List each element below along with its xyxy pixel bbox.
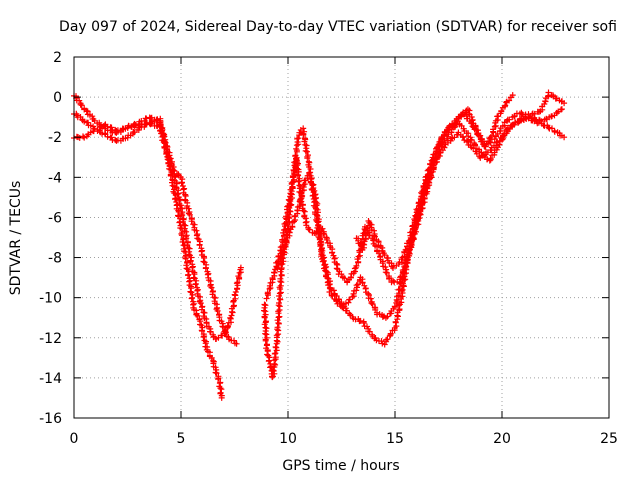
x-tick-label: 15 [386,431,404,447]
x-tick-label: 10 [279,431,297,447]
y-tick-label: 0 [53,90,62,106]
y-tick-label: 2 [53,50,62,66]
y-tick-label: -16 [39,411,62,427]
y-tick-label: -10 [39,291,62,307]
series-track-5 [263,106,565,302]
plot-frame [73,56,610,419]
series-track-7 [353,89,568,271]
series-markers [263,106,565,302]
y-tick-label: -14 [39,371,62,387]
y-tick-label: -12 [39,331,62,347]
data-series [71,89,568,401]
y-tick-label: -6 [48,210,62,226]
y-tick-label: -2 [48,130,62,146]
series-markers [353,89,568,271]
y-tick-label: -8 [48,251,62,267]
series-track-6 [274,113,568,321]
x-axis-title: GPS time / hours [282,458,399,474]
grid-lines [74,57,609,418]
x-tick-label: 0 [70,431,79,447]
axis-ticks: 0 5 10 15 20 25 -16 -14 -12 -10 -8 -6 -4 -2 0 2 [39,50,618,447]
y-axis-title: SDTVAR / TECUs [8,181,24,296]
x-tick-label: 5 [177,431,186,447]
series-track-3 [71,119,240,347]
series-markers [71,119,240,347]
x-tick-label: 20 [493,431,511,447]
chart-title: Day 097 of 2024, Sidereal Day-to-day VTE… [59,19,617,35]
y-tick-label: -4 [48,170,62,186]
x-tick-label: 25 [600,431,618,447]
series-markers [274,113,568,321]
